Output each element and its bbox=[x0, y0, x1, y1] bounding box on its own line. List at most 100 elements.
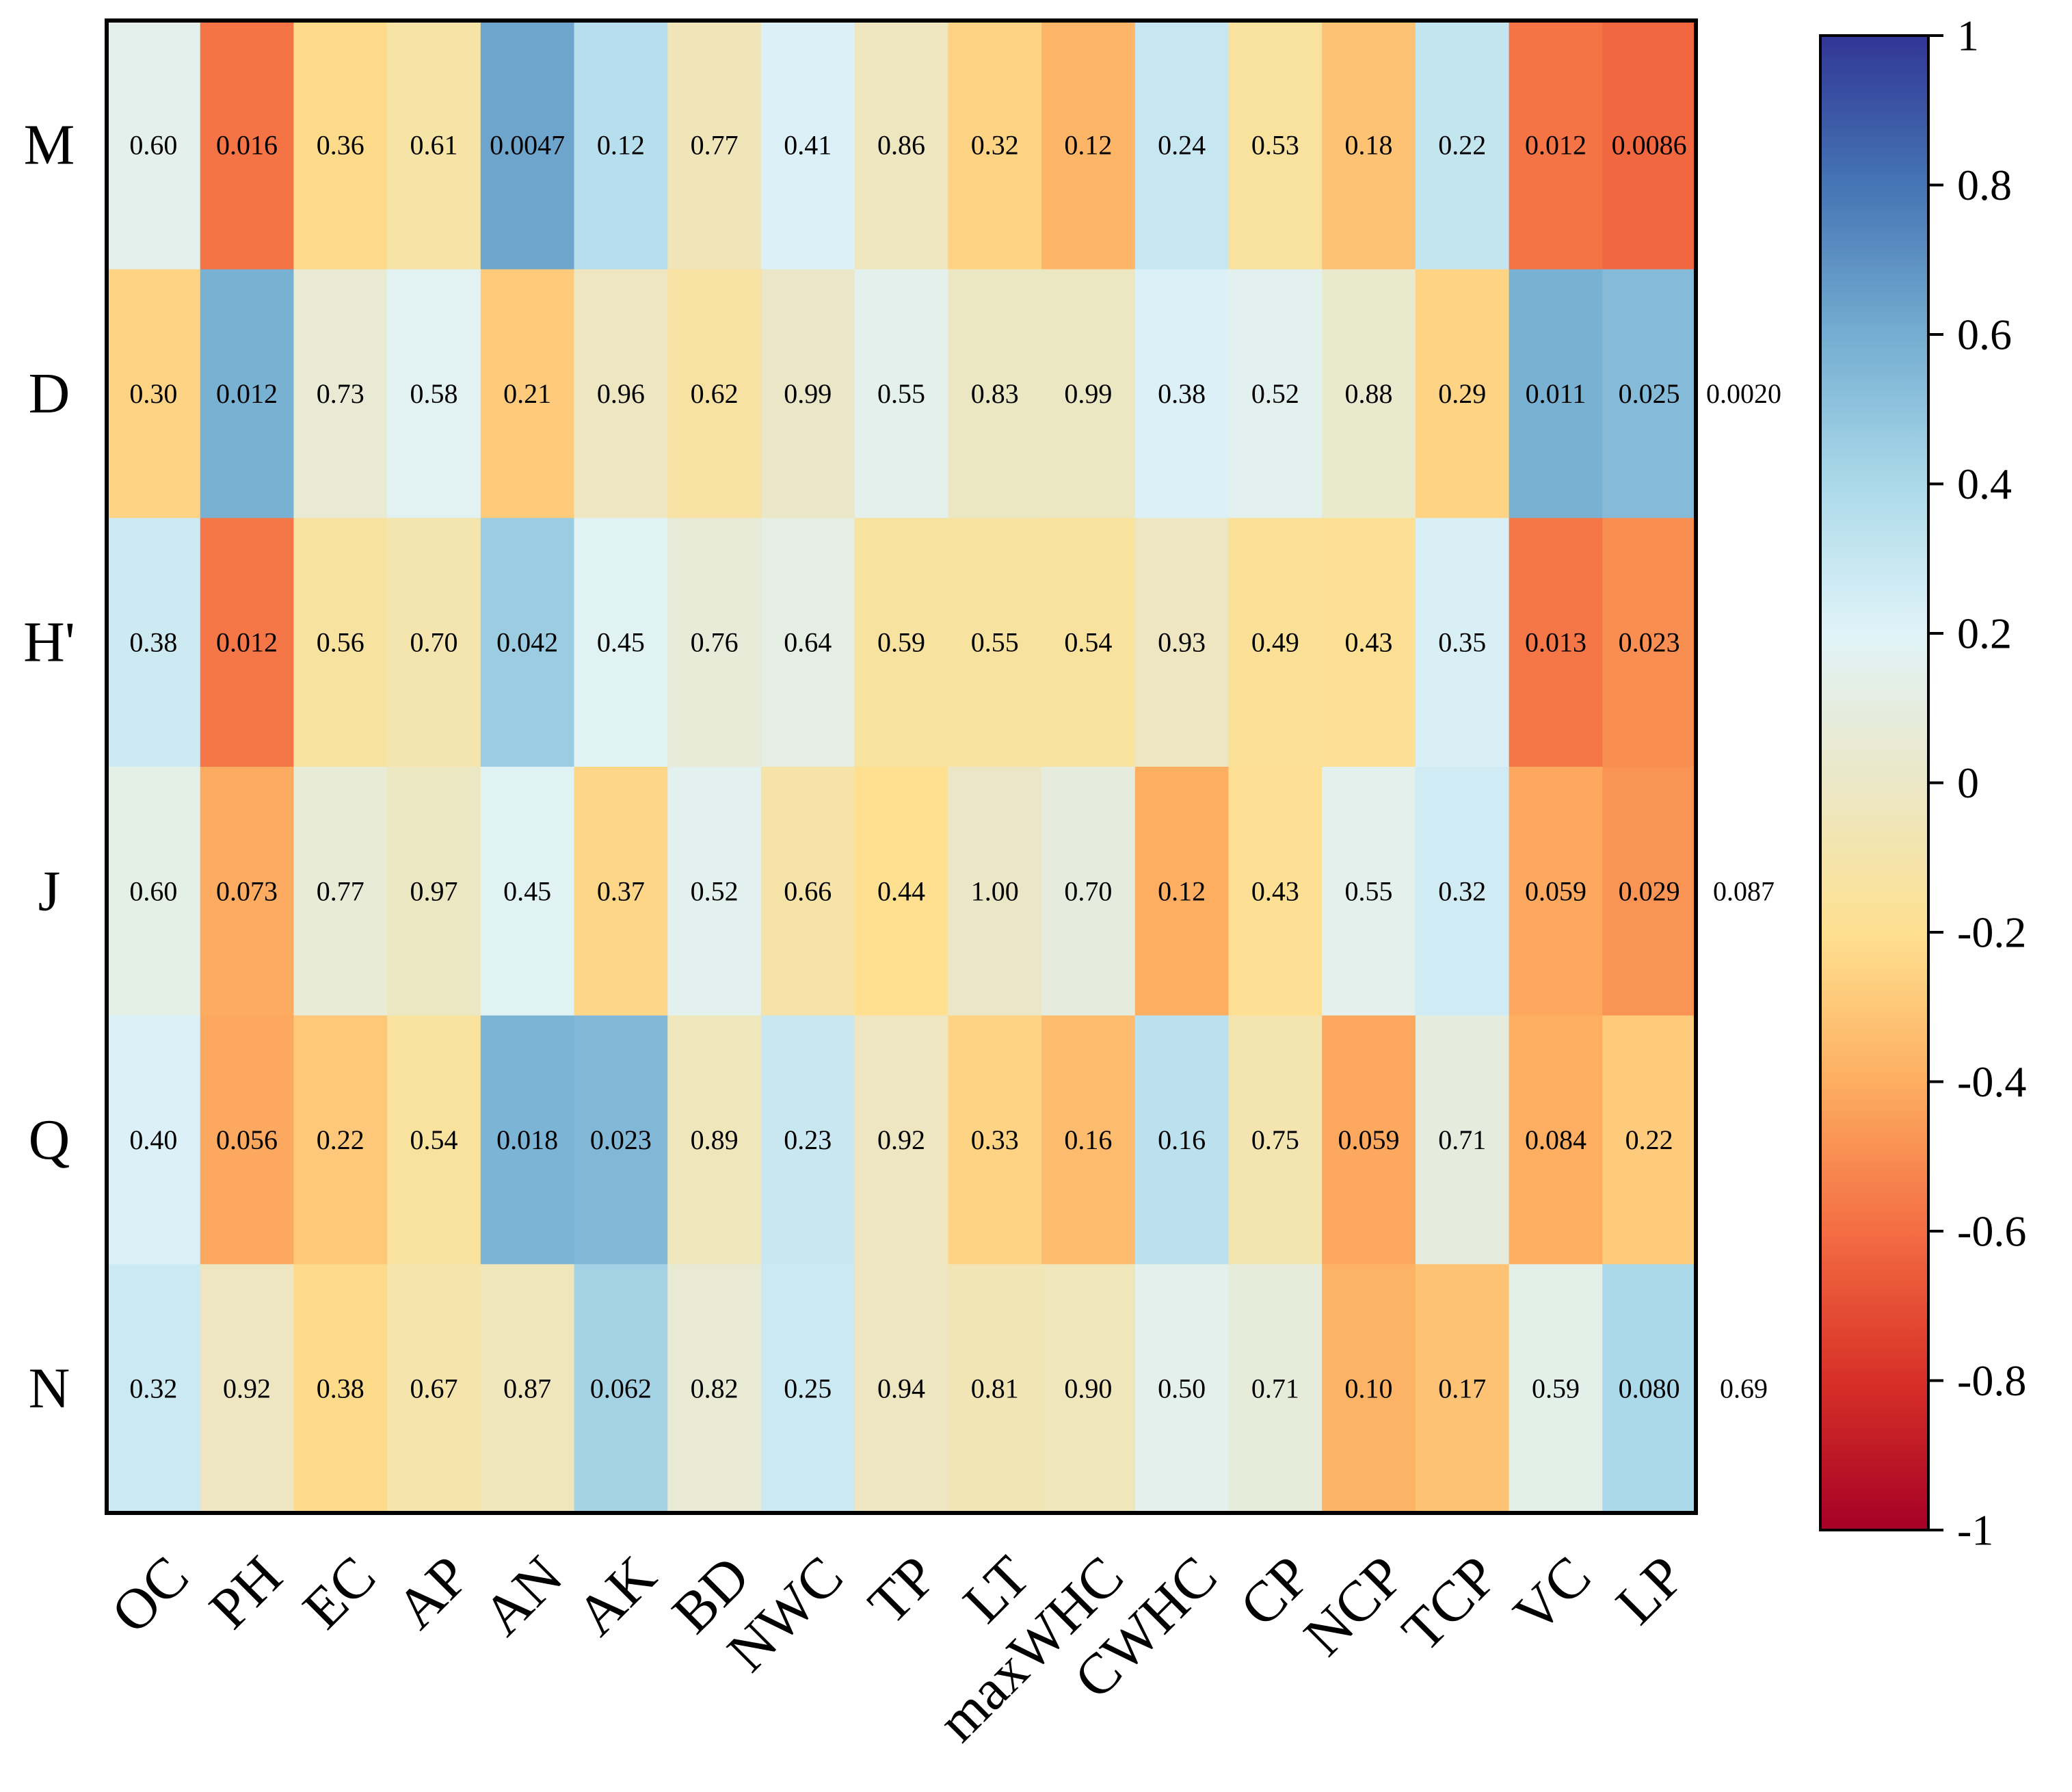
cell-value-label: 0.55 bbox=[971, 627, 1019, 658]
heatmap-cell bbox=[1509, 1015, 1603, 1265]
cell-value-label: 0.36 bbox=[317, 129, 364, 160]
heatmap-cell bbox=[1228, 767, 1323, 1016]
cell-value-label: 0.86 bbox=[877, 129, 925, 160]
cell-value-label: 0.81 bbox=[971, 1373, 1019, 1404]
heatmap-frame bbox=[105, 18, 1698, 1515]
colorbar-tick-label: 0 bbox=[1957, 759, 1979, 807]
cell-value-label: 0.67 bbox=[410, 1373, 457, 1404]
heatmap-cell bbox=[387, 518, 481, 767]
colorbar-tick-label: -0.8 bbox=[1957, 1356, 2026, 1405]
cell-value-label: 0.54 bbox=[1064, 627, 1112, 658]
cell-value-label: 0.18 bbox=[1345, 129, 1393, 160]
heatmap-cell bbox=[480, 1264, 575, 1514]
x-tick-label: PH bbox=[198, 1544, 295, 1642]
x-tick-label: AN bbox=[471, 1544, 575, 1648]
heatmap-cell bbox=[200, 767, 295, 1016]
heatmap-cell bbox=[1134, 767, 1230, 1016]
cell-value-label: 0.70 bbox=[410, 627, 457, 658]
cell-value-label: 0.64 bbox=[784, 627, 832, 658]
heatmap-cell bbox=[760, 269, 855, 518]
heatmap-cell bbox=[1134, 1015, 1230, 1265]
heatmap-cell bbox=[1322, 269, 1416, 518]
cell-value-label: 0.011 bbox=[1526, 378, 1586, 409]
cell-value-label: 0.43 bbox=[1345, 627, 1393, 658]
heatmap-cell bbox=[200, 269, 295, 518]
colorbar-tick-label: 0.2 bbox=[1957, 609, 2012, 658]
cell-value-label: 0.92 bbox=[223, 1373, 271, 1404]
cell-value-label: 0.35 bbox=[1438, 627, 1486, 658]
y-tick-label: M bbox=[24, 113, 75, 176]
heatmap-cell bbox=[760, 518, 855, 767]
heatmap-cell bbox=[574, 1015, 668, 1265]
cell-value-label: 0.16 bbox=[1064, 1124, 1112, 1155]
cell-value-label: 0.056 bbox=[216, 1124, 278, 1155]
cell-value-label: 0.96 bbox=[597, 378, 645, 409]
heatmap-cell bbox=[854, 1264, 948, 1514]
heatmap-cell bbox=[480, 1015, 575, 1265]
heatmap-cell bbox=[107, 518, 201, 767]
cell-value-label: 0.76 bbox=[691, 627, 739, 658]
heatmap-cell bbox=[200, 1015, 295, 1265]
cell-value-label: 0.023 bbox=[590, 1124, 652, 1155]
cell-value-label: 0.32 bbox=[129, 1373, 177, 1404]
cell-value-label: 0.62 bbox=[691, 378, 739, 409]
colorbar-tick-label: -0.2 bbox=[1957, 908, 2026, 957]
heatmap-cell bbox=[387, 21, 481, 270]
x-tick-label: OC bbox=[99, 1544, 200, 1646]
heatmap-cell bbox=[1228, 269, 1323, 518]
cell-value-label: 0.99 bbox=[1064, 378, 1112, 409]
heatmap-cell bbox=[1509, 767, 1603, 1016]
cell-value-label: 0.080 bbox=[1619, 1373, 1680, 1404]
heatmap-cell bbox=[574, 767, 668, 1016]
heatmap-cell bbox=[760, 1264, 855, 1514]
cell-value-label: 0.38 bbox=[129, 627, 177, 658]
heatmap-cell bbox=[1228, 21, 1323, 270]
heatmap-cell bbox=[760, 767, 855, 1016]
heatmap-cell bbox=[1509, 518, 1603, 767]
heatmap-cell bbox=[1228, 518, 1323, 767]
heatmap-cell bbox=[480, 518, 575, 767]
heatmap-cell bbox=[1041, 1264, 1136, 1514]
cell-value-label: 0.029 bbox=[1619, 875, 1680, 906]
heatmap-cell bbox=[1322, 767, 1416, 1016]
cell-value-label: 0.16 bbox=[1158, 1124, 1206, 1155]
cell-value-label: 0.22 bbox=[317, 1124, 364, 1155]
cell-value-label: 0.77 bbox=[691, 129, 739, 160]
cell-value-label: 0.73 bbox=[317, 378, 364, 409]
cell-value-label: 0.61 bbox=[410, 129, 457, 160]
cell-value-label: 0.77 bbox=[317, 875, 364, 906]
heatmap-cell bbox=[667, 269, 762, 518]
cell-value-label: 0.52 bbox=[1251, 378, 1299, 409]
cell-value-label: 0.32 bbox=[1438, 875, 1486, 906]
cell-value-label: 0.97 bbox=[410, 875, 457, 906]
heatmap-cell bbox=[1415, 1264, 1510, 1514]
colorbar-tick-label: 0.6 bbox=[1957, 311, 2012, 359]
cell-value-label: 0.58 bbox=[410, 378, 457, 409]
heatmap-cell bbox=[1509, 21, 1603, 270]
heatmap-cell bbox=[107, 21, 201, 270]
colorbar-tick-label: 0.4 bbox=[1957, 460, 2012, 508]
heatmap-cell bbox=[107, 1015, 201, 1265]
cell-value-label: 1.00 bbox=[971, 875, 1019, 906]
colorbar-tick-label: 1 bbox=[1957, 12, 1979, 60]
cell-value-label: 0.40 bbox=[129, 1124, 177, 1155]
cell-value-label: 0.83 bbox=[971, 378, 1019, 409]
heatmap-cell bbox=[948, 518, 1042, 767]
cell-value-label: 0.24 bbox=[1158, 129, 1206, 160]
heatmap-cell bbox=[1322, 1264, 1416, 1514]
heatmap-cell bbox=[480, 21, 575, 270]
heatmap-cell bbox=[293, 269, 388, 518]
y-tick-label: N bbox=[29, 1357, 70, 1421]
cell-value-label: 0.82 bbox=[691, 1373, 739, 1404]
heatmap-cell bbox=[293, 767, 388, 1016]
cell-value-label: 0.55 bbox=[1345, 875, 1393, 906]
heatmap-cell bbox=[948, 269, 1042, 518]
cell-value-label: 0.12 bbox=[1064, 129, 1112, 160]
colorbar-tick-label: 0.8 bbox=[1957, 161, 2012, 209]
cell-value-label: 0.90 bbox=[1064, 1373, 1112, 1404]
heatmap-cell bbox=[293, 518, 388, 767]
heatmap-cell bbox=[667, 767, 762, 1016]
colorbar-tick-label: -1 bbox=[1957, 1506, 1993, 1555]
cell-value-label: 0.87 bbox=[503, 1373, 551, 1404]
